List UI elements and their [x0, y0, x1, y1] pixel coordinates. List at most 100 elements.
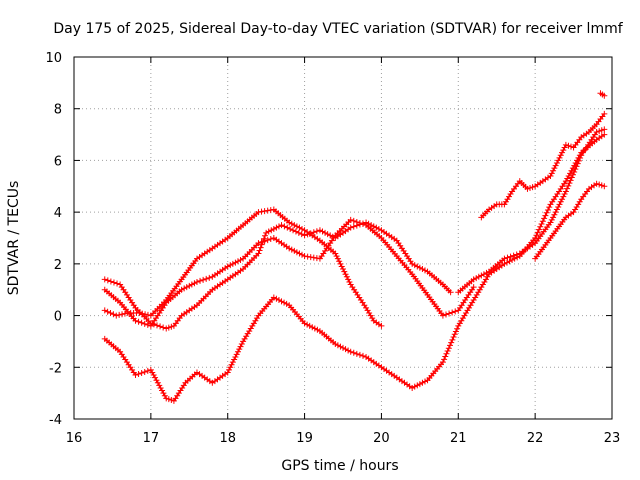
data-point-marker: [256, 247, 263, 254]
data-point-marker: [159, 387, 166, 394]
data-point-marker: [278, 298, 285, 305]
data-point-marker: [450, 334, 457, 341]
data-point-marker: [470, 284, 477, 291]
y-tick-label: 0: [54, 310, 62, 325]
data-point-marker: [304, 231, 311, 238]
data-point-marker: [370, 223, 377, 230]
data-point-marker: [442, 311, 449, 318]
data-point-marker: [255, 250, 262, 257]
data-point-marker: [138, 369, 145, 376]
data-point-marker: [293, 223, 300, 230]
data-point-marker: [356, 220, 363, 227]
data-point-marker: [307, 254, 314, 261]
data-point-marker: [264, 237, 271, 244]
data-point-marker: [350, 349, 357, 356]
data-point-marker: [506, 258, 513, 265]
series-line: [480, 113, 605, 218]
data-point-marker: [163, 325, 170, 332]
data-point-marker: [165, 396, 172, 403]
data-point-marker: [147, 366, 154, 373]
data-point-marker: [340, 344, 346, 351]
data-point-marker: [293, 249, 300, 256]
data-point-marker: [287, 225, 294, 232]
data-point-marker: [278, 222, 285, 229]
series-satellite-track-7: [532, 180, 608, 262]
data-point-marker: [350, 223, 357, 230]
data-point-marker: [504, 254, 511, 261]
series-satellite-track-8: [597, 90, 608, 99]
data-point-marker: [411, 262, 418, 269]
data-point-marker: [593, 180, 600, 187]
data-point-marker: [550, 167, 557, 174]
data-point-marker: [598, 127, 605, 134]
y-tick-label: -4: [49, 413, 62, 428]
data-point-marker: [310, 254, 317, 261]
data-point-marker: [299, 251, 306, 258]
data-point-marker: [338, 263, 345, 270]
data-point-marker: [283, 300, 290, 307]
data-point-marker: [101, 307, 108, 314]
data-point-marker: [439, 359, 446, 366]
data-point-marker: [442, 353, 449, 360]
data-point-marker: [157, 323, 164, 330]
data-point-marker: [446, 310, 453, 317]
data-point-marker: [527, 185, 534, 192]
data-point-marker: [378, 322, 385, 329]
data-point-marker: [575, 157, 582, 164]
data-point-marker: [113, 312, 120, 319]
data-point-marker: [324, 231, 331, 238]
data-point-marker: [291, 222, 298, 229]
x-axis-label: GPS time / hours: [281, 458, 398, 474]
data-point-marker: [343, 273, 350, 280]
data-point-marker: [157, 384, 164, 391]
data-point-marker: [534, 229, 541, 236]
data-point-marker: [275, 223, 282, 230]
data-point-marker: [560, 147, 567, 154]
data-point-marker: [513, 251, 520, 258]
data-point-marker: [237, 343, 244, 350]
data-point-marker: [261, 238, 268, 245]
data-point-marker: [232, 353, 239, 360]
data-point-marker: [565, 172, 572, 179]
y-tick-label: 2: [54, 258, 62, 273]
data-point-marker: [298, 231, 305, 238]
x-tick-label: 19: [296, 431, 313, 446]
series-satellite-track-1: [101, 206, 385, 329]
data-point-marker: [232, 259, 239, 266]
data-point-marker: [416, 381, 423, 388]
data-point-marker: [161, 392, 168, 399]
data-point-marker: [138, 319, 145, 326]
data-point-marker: [443, 350, 450, 357]
data-point-marker: [160, 324, 167, 331]
data-point-marker: [281, 223, 288, 230]
data-point-marker: [150, 372, 157, 379]
data-point-marker: [444, 347, 451, 354]
x-tick-label: 17: [143, 431, 160, 446]
data-point-marker: [286, 245, 293, 252]
data-point-marker: [568, 143, 575, 150]
data-point-marker: [183, 284, 190, 291]
data-point-marker: [452, 308, 459, 315]
data-point-marker: [562, 141, 569, 148]
data-point-marker: [132, 317, 139, 324]
data-point-marker: [557, 198, 564, 205]
data-point-marker: [439, 312, 446, 319]
data-point-marker: [319, 228, 326, 235]
data-point-marker: [273, 224, 280, 231]
data-point-marker: [454, 325, 461, 332]
data-point-marker: [596, 128, 603, 135]
data-point-marker: [288, 220, 295, 227]
data-point-marker: [510, 252, 517, 259]
data-point-marker: [270, 225, 277, 232]
data-point-marker: [373, 224, 380, 231]
data-point-marker: [110, 311, 117, 318]
data-point-marker: [538, 220, 545, 227]
data-point-marker: [292, 228, 299, 235]
data-point-marker: [227, 364, 234, 371]
data-point-marker: [311, 325, 318, 332]
data-point-marker: [229, 260, 236, 267]
x-tick-label: 16: [66, 431, 83, 446]
data-point-marker: [577, 155, 584, 162]
data-point-marker: [356, 351, 363, 358]
